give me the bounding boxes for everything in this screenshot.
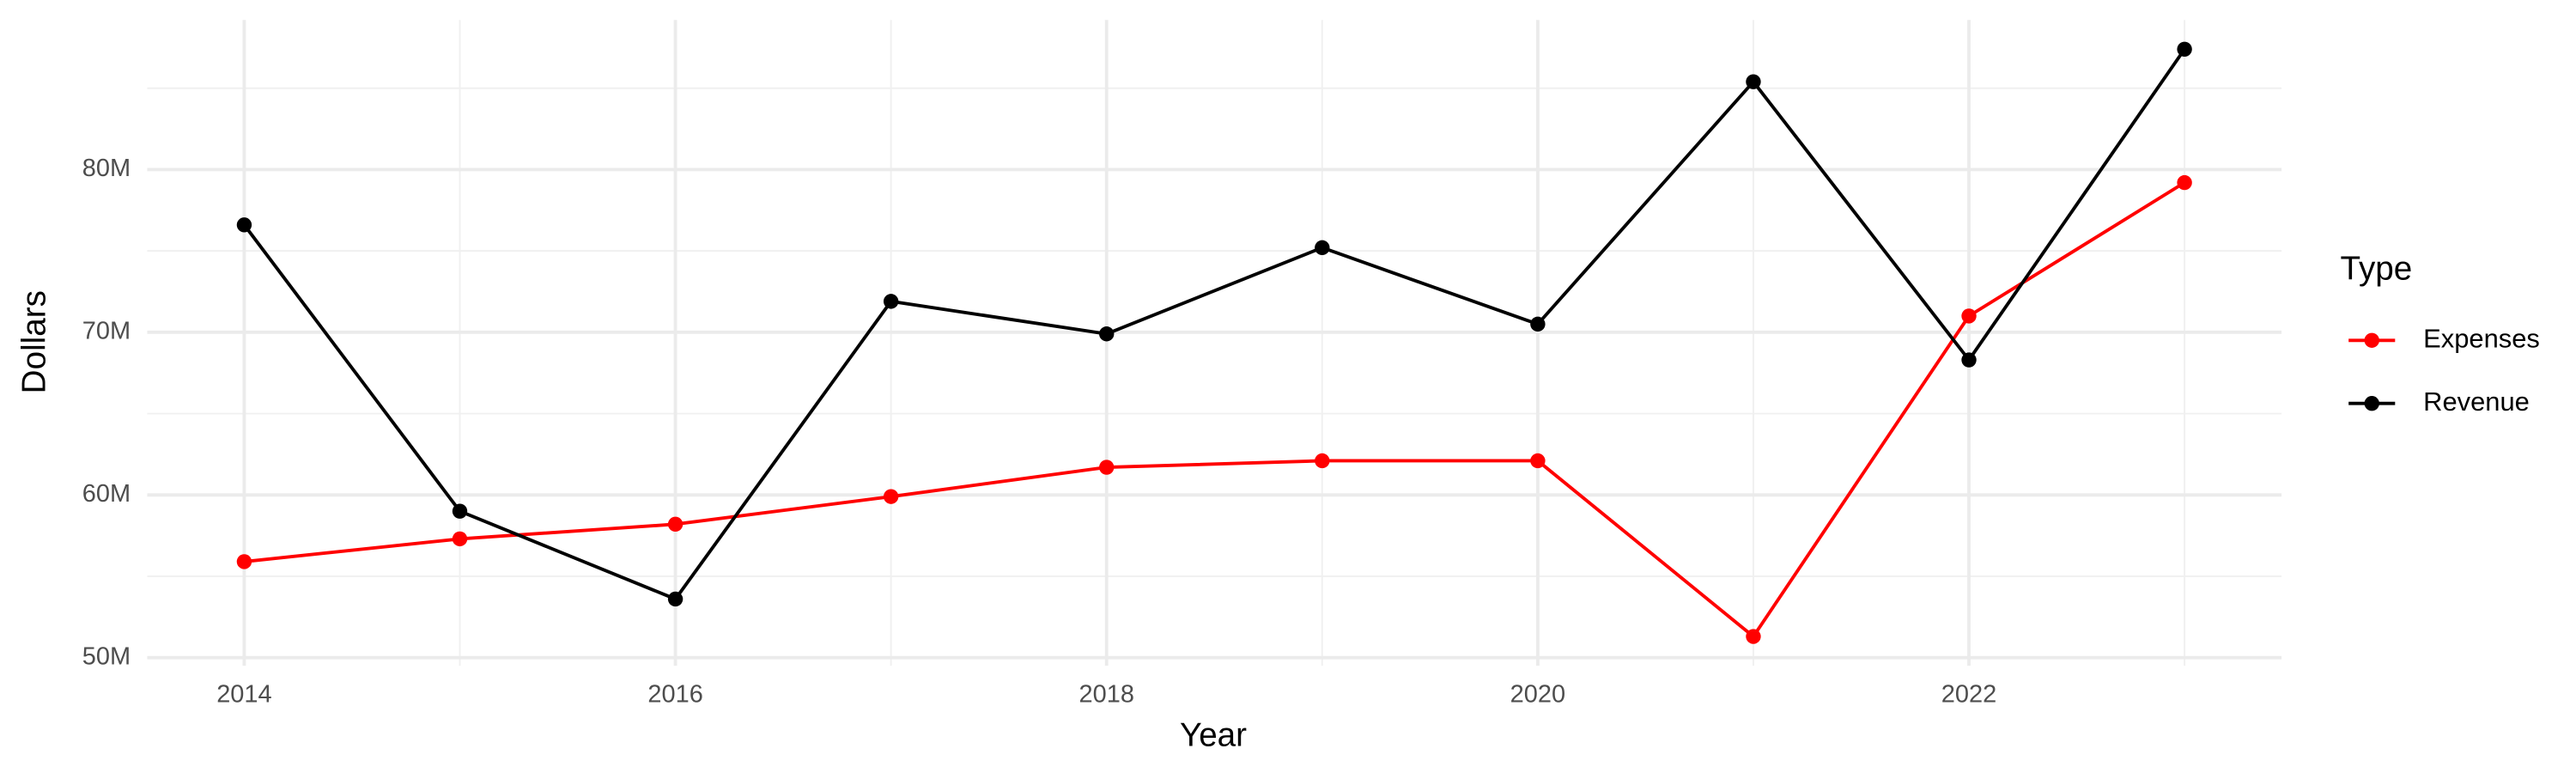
data-point [1746, 74, 1761, 89]
data-point [452, 531, 468, 547]
legend-label: Expenses [2423, 323, 2540, 353]
y-tick-label: 70M [82, 318, 131, 345]
legend-title: Type [2341, 250, 2413, 287]
data-point [1099, 326, 1115, 342]
data-point [1746, 629, 1761, 644]
series-line [242, 48, 2186, 601]
data-point [2177, 41, 2192, 57]
legend-key-point [2364, 396, 2379, 411]
x-tick-label: 2016 [647, 681, 702, 709]
x-tick-label: 2018 [1078, 681, 1133, 709]
data-point [236, 217, 252, 233]
x-tick-label: 2022 [1941, 681, 1996, 709]
data-point [2177, 174, 2192, 191]
y-tick-label: 60M [82, 480, 131, 508]
data-point [883, 489, 899, 504]
data-point [1530, 316, 1546, 332]
legend-key-point [2364, 332, 2379, 348]
data-point [883, 294, 899, 309]
y-tick-label: 50M [82, 642, 131, 670]
data-point [1961, 308, 1977, 324]
data-point [1961, 352, 1977, 368]
data-point [236, 554, 252, 569]
data-point [452, 503, 468, 519]
x-tick-label: 2020 [1510, 681, 1565, 709]
x-tick-label: 2014 [216, 681, 271, 709]
y-axis-title: Dollars [16, 290, 53, 393]
data-point [1099, 460, 1115, 475]
data-point [667, 516, 683, 533]
y-tick-label: 80M [82, 155, 131, 182]
series-line [244, 180, 2186, 639]
data-point [1315, 240, 1330, 256]
data-point [1315, 453, 1330, 469]
data-point [667, 591, 683, 607]
x-axis-title: Year [1180, 716, 1247, 753]
data-point [1530, 453, 1546, 469]
legend-label: Revenue [2423, 386, 2530, 417]
